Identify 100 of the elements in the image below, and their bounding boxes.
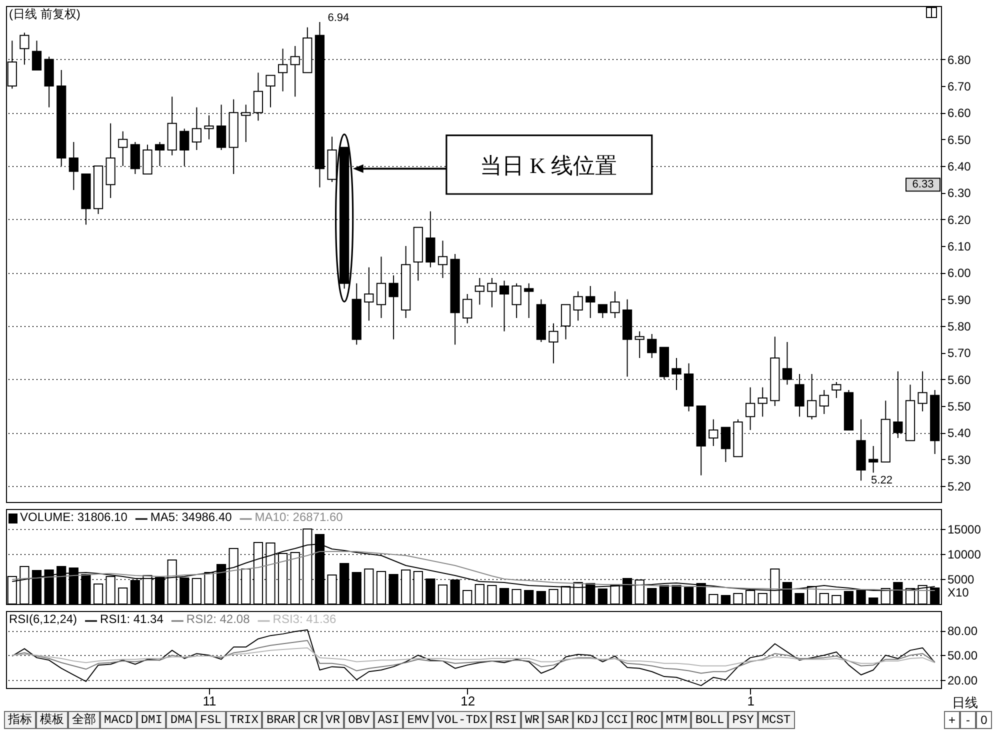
y-tick-label: 6.10	[948, 240, 972, 254]
candlestick	[118, 130, 128, 166]
text: MTM	[662, 711, 692, 729]
candlestick	[819, 390, 829, 414]
text: 0	[976, 711, 992, 729]
candlestick	[364, 266, 374, 322]
y-tick-label: 6.50	[948, 132, 972, 147]
candlestick	[832, 382, 842, 398]
text: MACD	[100, 711, 137, 729]
y-tick-label: 5.30	[948, 452, 972, 467]
text: SAR	[543, 711, 573, 729]
text: KDJ	[572, 711, 603, 729]
candlestick	[524, 282, 534, 318]
bar	[93, 584, 104, 604]
bar	[512, 589, 522, 604]
bar	[524, 590, 534, 604]
text: FSL	[196, 711, 226, 729]
y-tick-label: 5.40	[948, 426, 972, 440]
bar	[487, 585, 497, 604]
y-tick-label: 6.80	[948, 52, 972, 67]
line-series	[12, 640, 936, 674]
text: EMV	[403, 711, 433, 729]
candlestick	[647, 334, 657, 358]
bar	[868, 598, 878, 604]
y-tick-label: 20.00	[948, 673, 978, 688]
y-tick-label: 5.90	[948, 292, 972, 307]
line-series	[12, 551, 936, 591]
bar	[647, 588, 657, 604]
bar	[462, 590, 472, 604]
text: 指标	[4, 711, 36, 729]
chart-title: (日线 前复权)	[9, 7, 80, 21]
y-tick-label: 15000	[948, 522, 982, 536]
bar	[548, 589, 558, 604]
candlestick	[708, 418, 718, 446]
candlestick	[462, 294, 472, 324]
text: BOLL	[691, 711, 728, 729]
candlestick	[376, 256, 386, 318]
candlestick	[154, 142, 165, 166]
text: CCI	[602, 711, 632, 729]
y-tick-label: 6.60	[948, 106, 972, 120]
y-tick-label: 6.00	[948, 266, 972, 280]
annotation: 6.33	[912, 178, 934, 191]
bar	[364, 568, 374, 604]
y-tick-label: 5000	[948, 572, 975, 586]
annotation: 6.94	[328, 12, 350, 24]
candlestick	[868, 446, 878, 474]
y-tick-label: 80.00	[948, 624, 978, 638]
y-tick-label: 50.00	[948, 648, 978, 663]
candlestick	[487, 278, 497, 308]
y-tick-label: 6.40	[948, 160, 972, 174]
y-tick-label: 5.20	[948, 480, 972, 494]
legend-label: VOLUME: 31806.10	[20, 510, 128, 524]
x-tick-label: 1	[747, 694, 754, 708]
candlestick	[573, 290, 583, 322]
text: TRIX	[226, 711, 262, 729]
text: ROC	[632, 711, 662, 729]
bar	[733, 593, 743, 604]
y-tick-label: 5.50	[948, 400, 972, 414]
bar	[758, 593, 768, 604]
y-tick-label: 5.80	[948, 320, 972, 334]
candlestick	[610, 290, 620, 318]
bar	[536, 591, 546, 604]
text: -	[960, 711, 976, 729]
bar	[499, 588, 510, 604]
y-tick-label: 6.70	[948, 80, 972, 94]
y-tick-label: 5.60	[948, 372, 972, 387]
text: VR	[322, 711, 344, 729]
text: CR	[299, 711, 322, 729]
candlestick	[512, 282, 522, 318]
bar	[819, 593, 829, 604]
bar	[352, 572, 362, 604]
line-series	[12, 647, 936, 666]
bar	[376, 571, 386, 604]
candlestick	[32, 40, 42, 70]
text: WR	[520, 711, 544, 729]
chart-title: RSI(6,12,24)	[9, 612, 78, 626]
candlestick	[586, 286, 596, 318]
bar	[794, 593, 804, 604]
x-tick-label: 12	[460, 694, 476, 708]
bar	[708, 594, 718, 604]
text: VOL-TDX	[432, 711, 492, 729]
legend-label: RSI2: 42.08	[186, 612, 250, 626]
text: 全部	[68, 711, 100, 729]
candlestick	[634, 330, 644, 358]
bar	[474, 584, 484, 604]
bar	[844, 591, 854, 604]
annotation: 当日 K 线位置	[480, 153, 617, 178]
bar	[832, 595, 842, 604]
bar	[388, 574, 398, 604]
legend-label: RSI1: 41.34	[100, 612, 164, 626]
x-tick-label: 11	[202, 694, 216, 708]
bar	[118, 588, 128, 604]
text: DMI	[136, 711, 166, 729]
bar	[438, 584, 448, 604]
text: +	[944, 711, 960, 729]
bar	[720, 595, 731, 604]
y-tick-label: 5.70	[948, 346, 972, 360]
text: ASI	[374, 711, 404, 729]
candlestick	[598, 304, 608, 318]
text: RSI	[491, 711, 521, 729]
